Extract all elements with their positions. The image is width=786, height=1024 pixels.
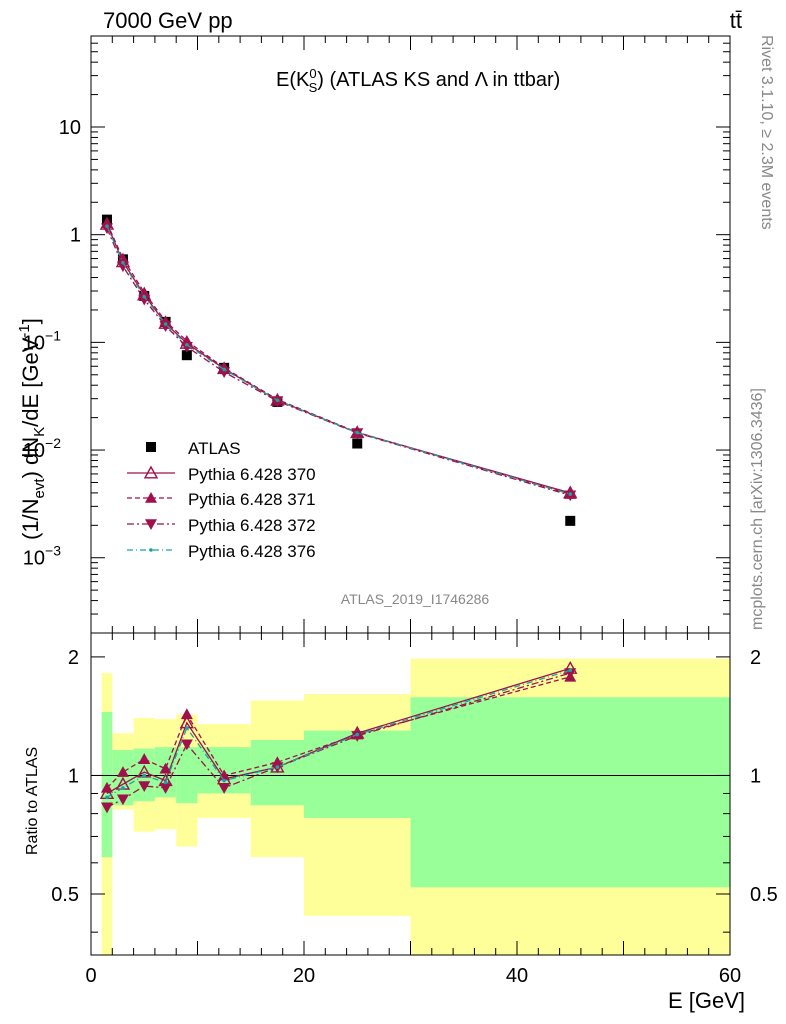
data-point-4-6	[275, 398, 280, 403]
legend: ATLAS Pythia 6.428 370 Pythia 6.428 371 …	[127, 439, 316, 561]
mcplots-label: mcplots.cern.ch [arXiv:1306.3436]	[749, 388, 766, 630]
x-tick-label: 20	[293, 965, 315, 987]
data-point-4-1	[121, 260, 125, 265]
y-tick-label: 10−2	[23, 435, 61, 462]
main-plot-area: 10−3 10−2 10−1 1 10	[23, 35, 731, 634]
ratio-point-3-6	[275, 765, 280, 769]
title-rest: ) (ATLAS KS and Λ in ttbar)	[317, 69, 560, 91]
ratio-line-3	[106, 669, 571, 798]
legend-label-376: Pythia 6.428 376	[188, 542, 316, 561]
legend-marker-1	[143, 465, 159, 479]
ratio-point-3-2	[142, 773, 147, 778]
data-point-4-7	[355, 430, 360, 435]
ratio-point-1-0	[100, 781, 113, 793]
y-tick-label: 10−1	[23, 327, 61, 354]
x-tick-label: 60	[719, 965, 741, 987]
ratio-point-2-2	[138, 781, 151, 793]
y-tick-label: 10−3	[23, 543, 61, 570]
ratio-point-2-4	[180, 739, 193, 751]
legend-marker-0	[146, 442, 156, 452]
series-line-2	[106, 222, 571, 495]
process-label: tt̄	[730, 8, 742, 33]
ratio-y-axis-label: Ratio to ATLAS	[24, 747, 41, 855]
rivet-label: Rivet 3.1.10, ≥ 2.3M events	[758, 35, 775, 230]
data-point-0-7	[352, 438, 363, 449]
legend-marker-2	[145, 492, 157, 503]
energy-label: 7000 GeV pp	[103, 8, 233, 33]
ratio-point-3-1	[121, 786, 125, 790]
data-point-4-5	[222, 367, 226, 372]
ratio-point-2-5	[218, 783, 231, 794]
ratio-y-tick-label: 0.5	[51, 884, 79, 906]
band-inner-7	[304, 730, 411, 818]
ratio-y-tick-label: 2	[68, 647, 79, 669]
legend-marker-4	[149, 548, 153, 552]
ratio-point-1-2	[138, 753, 151, 764]
ratio-y-tick-label: 1	[68, 765, 79, 787]
data-point-4-2	[142, 294, 147, 299]
ratio-point-3-4	[185, 726, 189, 730]
ratio-point-3-0	[105, 795, 109, 800]
ratio-point-3-3	[163, 780, 168, 785]
data-point-3-2	[138, 294, 151, 306]
ratio-point-2-0	[100, 802, 113, 814]
ratio-y-tick-label-right: 0.5	[750, 884, 778, 906]
ratio-plot-area: 0.5 0.51 12 20 20 40 60	[51, 632, 778, 987]
ratio-point-1-1	[116, 766, 129, 777]
ratio-point-3-8	[568, 668, 573, 673]
data-point-0-4	[181, 350, 192, 361]
analysis-watermark: ATLAS_2019_I1746286	[341, 591, 490, 607]
data-point-3-0	[100, 223, 113, 235]
legend-marker-3	[145, 519, 157, 530]
ratio-point-1-4	[180, 708, 193, 720]
ratio-point-1-5	[218, 769, 231, 781]
ratio-y-tick-label-right: 1	[750, 765, 761, 787]
data-point-4-3	[163, 322, 168, 326]
data-point-3-3	[159, 321, 172, 332]
title-sub: S	[309, 80, 318, 95]
x-tick-label: 40	[506, 965, 528, 987]
y-tick-label: 1	[70, 225, 81, 247]
ratio-point-1-3	[159, 762, 172, 774]
ratio-line-0	[106, 667, 571, 795]
ratio-y-tick-label-right: 2	[750, 647, 761, 669]
ratio-point-2-3	[159, 783, 172, 794]
data-point-0-8	[565, 515, 576, 526]
data-point-3-5	[218, 367, 231, 379]
legend-label-371: Pythia 6.428 371	[188, 490, 316, 509]
x-tick-label: 0	[85, 965, 96, 987]
ratio-uncertainty-bands	[101, 658, 730, 955]
legend-label-atlas: ATLAS	[188, 439, 241, 458]
data-point-3-4	[180, 341, 193, 353]
data-point-3-1	[116, 261, 129, 273]
legend-label-370: Pythia 6.428 370	[188, 465, 316, 484]
ratio-line-2	[106, 672, 571, 808]
ratio-series-group	[99, 660, 578, 814]
legend-label-372: Pythia 6.428 372	[188, 516, 316, 535]
data-point-4-0	[105, 224, 109, 228]
ratio-point-3-5	[222, 778, 226, 783]
plot-title: E(K0 S) (ATLAS KS and Λ in ttbar)	[276, 66, 560, 95]
main-series-group	[99, 214, 578, 526]
ratio-point-3-7	[355, 732, 360, 737]
ratio-point-2-1	[116, 794, 129, 806]
x-axis-label: E [GeV]	[668, 988, 745, 1013]
y-tick-label: 10	[59, 117, 81, 139]
title-sup: 0	[309, 66, 316, 81]
y-axis-label: (1/Nevt) dNK/dE [GeV-1]	[16, 318, 48, 540]
ratio-point-2-7	[351, 731, 364, 742]
data-point-4-4	[185, 342, 189, 347]
band-inner-8	[410, 697, 730, 888]
data-point-4-8	[568, 492, 573, 496]
title-main: E(K	[276, 69, 310, 91]
